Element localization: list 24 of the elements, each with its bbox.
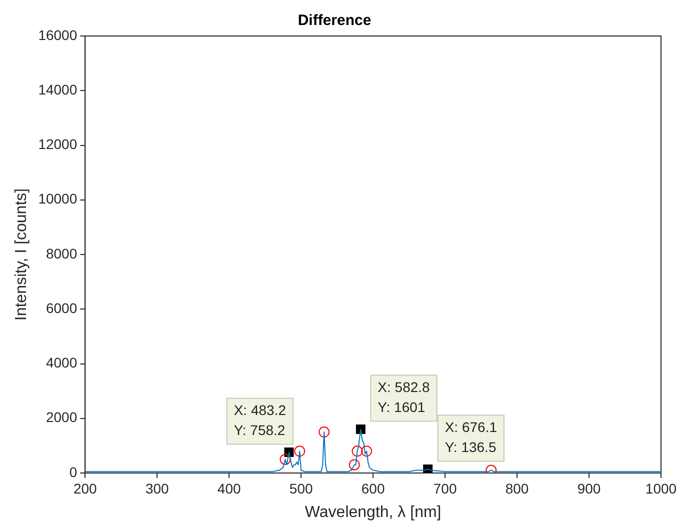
x-tick-label: 900 — [577, 480, 601, 496]
y-tick-label: 12000 — [38, 136, 78, 152]
x-tick-label: 400 — [217, 480, 241, 496]
chart-title: Difference — [298, 12, 372, 30]
x-tick-label: 800 — [505, 480, 529, 496]
y-tick-label: 2000 — [46, 409, 78, 426]
y-tick-label: 16000 — [38, 26, 78, 43]
annotation: X: 676.1 Y: 136.5 — [444, 419, 498, 456]
y-tick-label: 6000 — [46, 300, 78, 316]
annotation: X: 483.2 Y: 758.2 — [234, 402, 286, 438]
y-tick-label: 10000 — [38, 190, 78, 207]
x-tick-label: 200 — [73, 480, 98, 496]
y-tick-label: 4000 — [46, 354, 78, 371]
y-tick-label: 14000 — [38, 81, 78, 98]
x-axis-title: Wavelength, λ [nm] — [304, 504, 442, 521]
y-tick-label: 0 — [69, 464, 78, 480]
x-tick-label: 300 — [145, 480, 170, 496]
y-axis-title: Intensity, I [counts] — [13, 188, 30, 321]
annotation: X: 582.8 Y: 1601 — [378, 379, 430, 416]
y-tick-label: 8000 — [46, 245, 78, 262]
x-tick-label: 500 — [289, 480, 313, 496]
x-tick-label: 600 — [361, 480, 385, 496]
x-tick-label: 1000 — [645, 480, 677, 496]
x-tick-label: 700 — [433, 480, 457, 496]
